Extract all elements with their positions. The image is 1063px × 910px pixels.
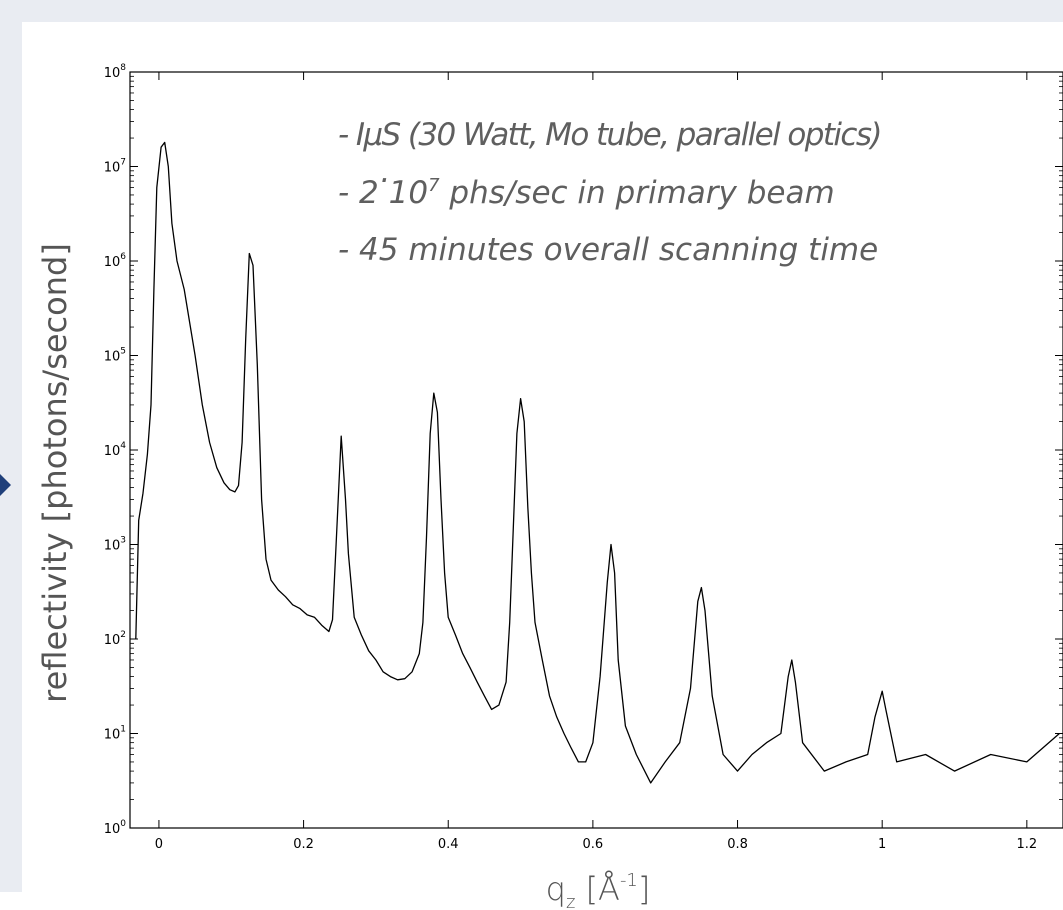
y-tick-label-exponent: 1 bbox=[120, 725, 126, 735]
y-tick-label: 102 bbox=[104, 630, 126, 648]
x-axis-label-unit-sup: -1 bbox=[620, 870, 638, 891]
x-axis-label-base: q bbox=[546, 870, 566, 908]
y-tick-label: 106 bbox=[104, 252, 127, 270]
plot-frame bbox=[129, 71, 1063, 829]
annotation-line-2-base: 10 bbox=[389, 175, 428, 211]
y-tick-label-exponent: 0 bbox=[120, 819, 126, 829]
series-line bbox=[135, 141, 1060, 784]
y-tick-label: 104 bbox=[104, 441, 127, 459]
annotation-line-2-sup: 7 bbox=[428, 175, 440, 196]
y-tick-label-base: 10 bbox=[104, 350, 121, 365]
annotation-line-2-rest: phs/sec in primary beam bbox=[440, 175, 835, 211]
x-tick-label: 0 bbox=[155, 837, 163, 852]
y-tick-label: 100 bbox=[104, 819, 127, 837]
bottom-strip bbox=[0, 892, 1063, 910]
y-tick-label-base: 10 bbox=[104, 633, 121, 648]
y-tick-label-exponent: 7 bbox=[120, 158, 126, 168]
x-tick-label: 1.2 bbox=[1016, 837, 1037, 852]
x-tick-label: 0.2 bbox=[293, 837, 314, 852]
y-tick-label-exponent: 8 bbox=[120, 63, 126, 73]
y-tick-label: 103 bbox=[104, 536, 126, 554]
y-tick-label: 101 bbox=[104, 725, 126, 743]
x-axis-label-unit-close: ] bbox=[638, 870, 650, 908]
x-tick-label: 0.6 bbox=[583, 837, 604, 852]
x-axis-label-sub: z bbox=[566, 892, 575, 910]
y-tick-label-base: 10 bbox=[104, 255, 121, 270]
arrow-icon bbox=[0, 474, 11, 496]
y-tick-label-base: 10 bbox=[104, 539, 121, 554]
x-axis-label: qz [Å-1] bbox=[546, 870, 651, 910]
y-tick-label: 107 bbox=[104, 158, 126, 176]
y-tick-label-exponent: 6 bbox=[120, 252, 126, 262]
x-axis-label-unit-open: [Å bbox=[586, 870, 620, 908]
y-tick-label-base: 10 bbox=[104, 822, 121, 837]
y-tick-label-exponent: 3 bbox=[120, 536, 126, 546]
x-tick-label: 1 bbox=[878, 837, 886, 852]
annotation-line-2: - 2·107 phs/sec in primary beam bbox=[338, 163, 835, 211]
y-tick-label-exponent: 4 bbox=[120, 441, 126, 451]
y-tick-label-base: 10 bbox=[104, 728, 121, 743]
y-tick-label-exponent: 2 bbox=[120, 630, 126, 640]
y-tick-label-base: 10 bbox=[104, 66, 121, 81]
annotation-line-3: - 45 minutes overall scanning time bbox=[338, 232, 878, 268]
y-tick-label: 108 bbox=[104, 63, 127, 81]
x-axis-label-space bbox=[575, 870, 585, 908]
annotation-line-2-dot: · bbox=[379, 163, 389, 199]
annotation-line-2-prefix: - 2 bbox=[338, 175, 379, 211]
y-tick-label-base: 10 bbox=[104, 444, 121, 459]
x-tick-label: 0.4 bbox=[438, 837, 459, 852]
y-tick-label-base: 10 bbox=[104, 161, 121, 176]
x-tick-label: 0.8 bbox=[727, 837, 748, 852]
y-tick-label-exponent: 5 bbox=[120, 347, 126, 357]
y-axis-label: reflectivity [photons/second] bbox=[36, 243, 74, 703]
annotation-line-1: - IµS (30 Watt, Mo tube, parallel optics… bbox=[338, 117, 881, 153]
y-tick-label: 105 bbox=[104, 347, 126, 365]
x-axis-ticks: 0 0.2 0.4 0.6 0.8 1 1.2 bbox=[155, 72, 1037, 852]
